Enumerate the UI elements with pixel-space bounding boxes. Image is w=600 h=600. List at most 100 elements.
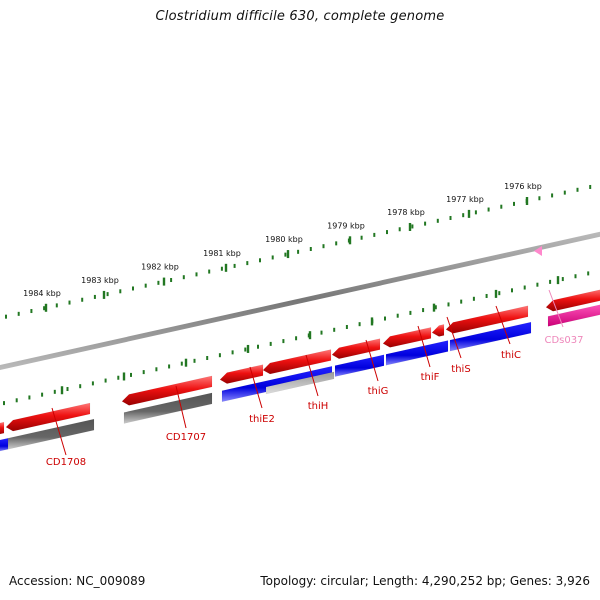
ruler-label: 1977 kbp — [446, 195, 484, 204]
ruler-minor-tick — [386, 230, 388, 235]
inner-minor-tick — [142, 370, 145, 375]
ruler-major-tick — [525, 197, 529, 206]
inner-major-tick — [60, 386, 64, 395]
ruler-minor-tick — [144, 283, 147, 288]
forward-cds-arrow[interactable] — [0, 421, 5, 435]
gene-leader-line — [446, 316, 462, 359]
ruler-minor-tick — [589, 184, 592, 189]
ruler-major-tick — [408, 222, 412, 231]
ruler-minor-tick — [17, 311, 20, 316]
grey-feature[interactable] — [123, 392, 213, 424]
ruler-minor-tick — [563, 190, 566, 195]
grey-feature[interactable] — [265, 371, 335, 395]
forward-cds-arrow[interactable] — [219, 364, 264, 384]
genome-title: Clostridium difficile 630, complete geno… — [155, 9, 445, 24]
gene-label-thic[interactable]: thiC — [501, 350, 521, 361]
gene-leader-line — [495, 305, 511, 345]
ruler-label: 1979 kbp — [327, 221, 365, 230]
forward-cds-arrow[interactable] — [5, 402, 91, 432]
forward-cds-arrow[interactable] — [331, 338, 381, 360]
inner-minor-tick — [130, 372, 132, 377]
forward-cds-arrow[interactable] — [121, 375, 213, 406]
ruler-minor-tick — [157, 280, 160, 285]
ruler-minor-tick — [233, 263, 236, 268]
inner-minor-tick — [66, 387, 69, 392]
ruler-minor-tick — [513, 201, 515, 206]
inner-minor-tick — [3, 401, 5, 406]
inner-minor-tick — [269, 341, 272, 346]
ruler-minor-tick — [132, 286, 134, 291]
inner-minor-tick — [218, 353, 221, 358]
gene-label-cd1707[interactable]: CD1707 — [166, 432, 206, 443]
ruler-minor-tick — [246, 261, 249, 266]
gene-label-thih[interactable]: thiH — [308, 401, 329, 412]
inner-minor-tick — [91, 381, 94, 386]
gene-label-this[interactable]: thiS — [451, 364, 470, 375]
inner-minor-tick — [244, 347, 247, 352]
inner-minor-tick — [422, 308, 425, 313]
gene-leader-line — [417, 325, 431, 368]
inner-minor-tick — [472, 296, 475, 301]
inner-minor-tick — [549, 279, 552, 284]
inner-major-tick — [308, 331, 312, 340]
grey-feature[interactable] — [7, 418, 95, 450]
ruler-minor-tick — [119, 289, 122, 294]
forward-cds-arrow[interactable] — [382, 327, 432, 348]
ruler-minor-tick — [5, 314, 7, 319]
backbone-band — [0, 231, 600, 370]
ruler-minor-tick — [411, 224, 414, 229]
inner-minor-tick — [53, 389, 56, 394]
ruler-minor-tick — [55, 303, 58, 308]
inner-minor-tick — [523, 285, 526, 290]
ruler-minor-tick — [436, 218, 439, 223]
ruler-major-tick — [286, 250, 290, 259]
ruler-label: 1983 kbp — [81, 276, 119, 285]
ruler-label: 1980 kbp — [265, 235, 303, 244]
forward-cds-arrow[interactable] — [431, 324, 445, 337]
ruler-minor-tick — [373, 232, 376, 237]
inner-minor-tick — [320, 330, 323, 335]
ruler-major-tick — [224, 263, 228, 272]
gene-label-thig[interactable]: thiG — [368, 386, 389, 397]
inner-minor-tick — [155, 367, 158, 372]
ruler-minor-tick — [106, 292, 109, 297]
gene-label-cd1708[interactable]: CD1708 — [46, 457, 86, 468]
inner-minor-tick — [409, 310, 412, 315]
ruler-minor-tick — [576, 187, 579, 192]
ruler-minor-tick — [170, 278, 173, 283]
ruler-minor-tick — [322, 244, 325, 249]
inner-major-tick — [494, 289, 498, 298]
ruler-minor-tick — [93, 294, 96, 299]
forward-cds-arrow[interactable] — [445, 305, 529, 334]
ruler-minor-tick — [487, 207, 490, 212]
inner-minor-tick — [28, 395, 31, 400]
gene-label-cds037[interactable]: CDs037 — [545, 335, 584, 346]
inner-minor-tick — [561, 277, 564, 282]
ruler-minor-tick — [182, 275, 185, 280]
forward-cds-arrow[interactable] — [545, 289, 600, 312]
gene-label-thie2[interactable]: thiE2 — [249, 414, 275, 425]
gene-label-thif[interactable]: thiF — [421, 372, 440, 383]
reverse-cds-arrow[interactable] — [385, 340, 449, 366]
ruler-minor-tick — [271, 255, 274, 260]
ruler-minor-tick — [398, 227, 401, 232]
kbp-ruler: 1984 kbp 1983 kbp 1982 kbp 1981 kbp 1980 kbp… — [3, 182, 592, 406]
pink-feature-marker[interactable] — [534, 246, 542, 256]
inner-minor-tick — [396, 313, 399, 318]
inner-minor-tick — [434, 305, 437, 310]
inner-minor-tick — [231, 350, 234, 355]
ruler-minor-tick — [208, 269, 211, 274]
forward-cds-arrow[interactable] — [262, 349, 332, 375]
ruler-major-tick — [348, 236, 352, 245]
reverse-cds-arrow[interactable] — [0, 437, 9, 452]
ruler-label: 1981 kbp — [203, 249, 241, 258]
ruler-major-tick — [162, 277, 166, 286]
inner-minor-tick — [485, 293, 488, 298]
ruler-minor-tick — [195, 272, 198, 277]
inner-minor-tick — [358, 322, 361, 327]
ruler-label: 1982 kbp — [141, 263, 179, 272]
ruler-minor-tick — [449, 215, 452, 220]
inner-minor-tick — [168, 364, 171, 369]
ruler-minor-tick — [81, 297, 84, 302]
